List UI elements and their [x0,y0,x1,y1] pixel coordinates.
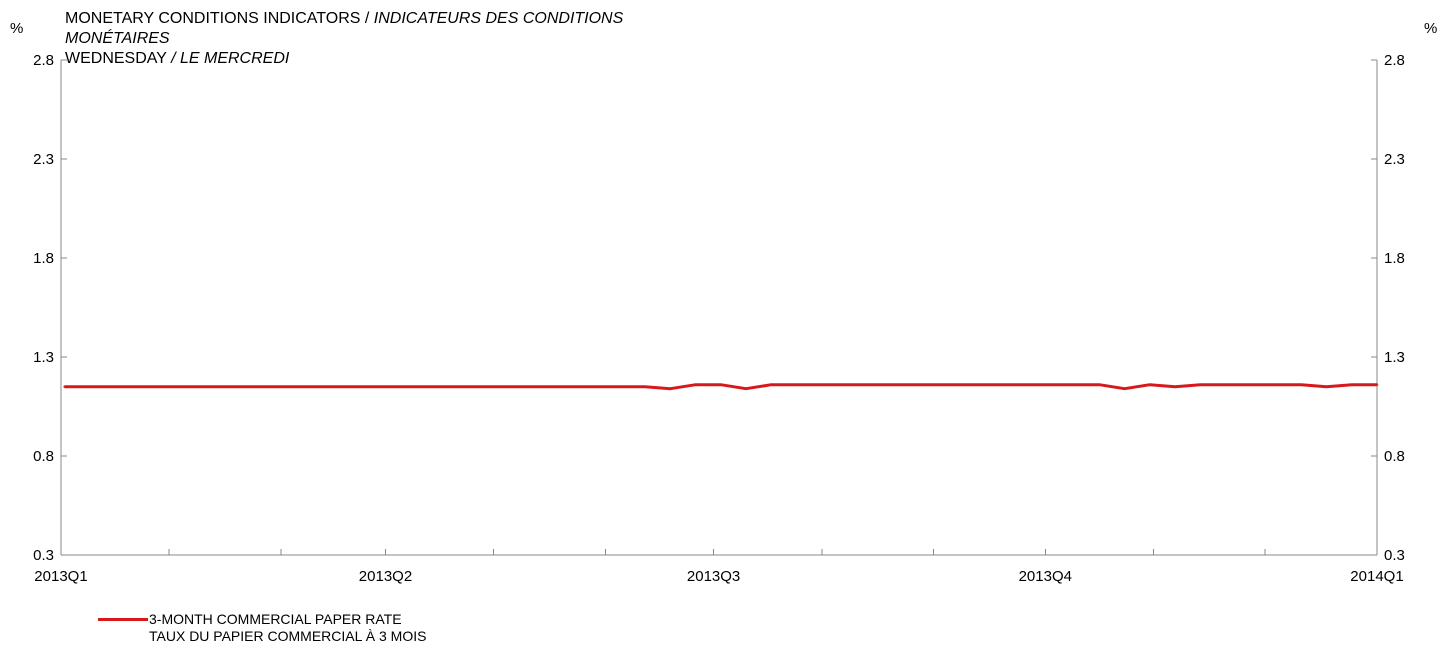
data-point [1300,383,1303,386]
data-point [1249,383,1253,386]
data-point [341,385,344,388]
data-point [214,385,218,388]
left-unit-label: % [10,20,24,37]
data-point [1148,383,1152,386]
y-tick-label-right-1: 0.8 [1384,448,1405,465]
data-point [1098,383,1101,386]
x-tick-label-2: 2013Q3 [687,568,740,585]
y-tick-label-right-4: 2.3 [1384,151,1405,168]
data-point [240,385,243,388]
data-point [997,383,1000,386]
data-point [921,383,924,386]
legend-label-fr: TAUX DU PAPIER COMMERCIAL À 3 MOIS [149,628,427,644]
chart-ticks: 0.3 0.3 0.8 0.8 1.3 1.3 1.8 1.8 2.3 2.3 2.8 2.8 2013… [33,52,1405,585]
data-point [366,385,369,388]
y-tick-label-left-2: 1.3 [33,349,54,366]
data-point [1375,383,1379,386]
title-line3-fr: / LE MERCREDI [171,50,290,67]
x-tick-label-3: 2013Q4 [1019,568,1072,585]
data-point [795,383,798,386]
data-point [719,383,723,386]
title-line1-fr: INDICATEURS DES CONDITIONS [373,10,624,27]
chart-series [63,383,1379,391]
x-tick-label-4: 2014Q1 [1350,568,1403,585]
data-point [467,385,470,388]
data-point [896,383,899,386]
data-point [618,385,622,388]
title-line3-en: WEDNESDAY [65,50,172,67]
data-point [315,385,319,388]
data-point [1199,383,1202,386]
data-point [770,383,773,386]
data-point [1224,383,1227,386]
data-point [391,385,394,388]
y-tick-label-left-1: 0.8 [33,448,54,465]
data-point [113,385,117,388]
legend-swatch [98,618,148,621]
data-point [568,385,571,388]
data-point [1072,383,1076,386]
legend-label-en: 3-MONTH COMMERCIAL PAPER RATE [149,611,402,627]
data-point [593,385,596,388]
data-point [290,385,293,388]
y-tick-label-left-0: 0.3 [33,547,54,564]
title-line2-fr: MONÉTAIRES [65,30,170,47]
data-point [643,385,647,388]
y-tick-label-left-4: 2.3 [33,151,54,168]
data-point [88,385,92,388]
data-point [744,387,748,390]
data-point [1047,383,1051,386]
data-point [1123,387,1126,390]
data-point [542,385,546,388]
y-tick-label-left-5: 2.8 [33,52,54,69]
data-point [1173,385,1177,388]
y-tick-label-right-5: 2.8 [1384,52,1405,69]
x-tick-label-1: 2013Q2 [359,568,412,585]
y-tick-label-left-3: 1.8 [33,250,54,267]
data-point [946,383,950,386]
data-point [1022,383,1025,386]
data-point [441,385,445,388]
y-tick-label-right-0: 0.3 [1384,547,1405,564]
y-tick-label-right-2: 1.3 [1384,349,1405,366]
data-point [820,383,823,386]
data-point [492,385,495,388]
data-point [669,387,672,390]
x-tick-label-0: 2013Q1 [34,568,87,585]
data-point [416,385,420,388]
data-point [845,383,849,386]
chart-axes [60,60,1378,556]
chart-title: MONETARY CONDITIONS INDICATORS / INDICAT… [65,9,623,69]
data-point [694,383,697,386]
data-point [139,385,142,388]
title-line1-en: MONETARY CONDITIONS INDICATORS / [65,10,374,27]
data-point [164,385,167,388]
data-point [871,383,874,386]
data-point [1274,383,1278,386]
data-point [265,385,268,388]
data-point [189,385,192,388]
y-tick-label-right-3: 1.8 [1384,250,1405,267]
data-point [517,385,521,388]
data-point [63,385,66,388]
data-point [971,383,975,386]
data-point [1325,385,1328,388]
right-unit-label: % [1424,20,1438,37]
data-point [1350,383,1353,386]
